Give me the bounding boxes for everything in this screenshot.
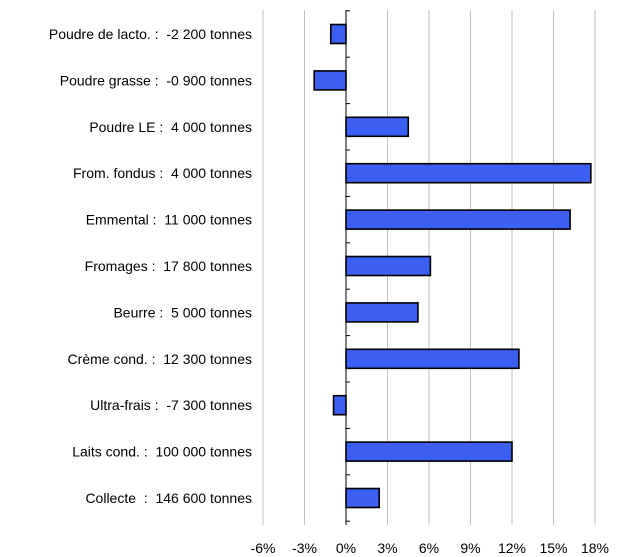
category-label: Crème cond. : 12 300 tonnes <box>68 351 252 367</box>
category-label: Emmental : 11 000 tonnes <box>86 212 252 228</box>
axis <box>345 10 350 525</box>
category-label: Fromages : 17 800 tonnes <box>85 258 252 274</box>
bars <box>313 23 592 509</box>
bar <box>345 162 592 184</box>
category-label: Beurre : 5 000 tonnes <box>113 304 252 320</box>
bar <box>345 302 419 323</box>
bar <box>345 348 520 370</box>
x-tick-label: -3% <box>292 540 317 556</box>
x-tick-label: 15% <box>539 540 567 556</box>
bar <box>345 209 571 230</box>
x-tick-label: 18% <box>581 540 609 556</box>
bar <box>345 487 381 509</box>
category-label: From. fondus : 4 000 tonnes <box>73 165 252 181</box>
bar <box>313 70 347 91</box>
category-label: Collecte : 146 600 tonnes <box>85 490 252 506</box>
x-tick-label: 12% <box>498 540 526 556</box>
x-tick-label: -6% <box>251 540 276 556</box>
bar <box>345 255 432 277</box>
category-label: Poudre de lacto. : -2 200 tonnes <box>49 26 252 42</box>
category-label: Poudre grasse : -0 900 tonnes <box>60 72 252 88</box>
x-tick-label: 3% <box>377 540 397 556</box>
x-tick-label: 0% <box>336 540 356 556</box>
category-label: Ultra-frais : -7 300 tonnes <box>90 397 252 413</box>
x-tick-label: 6% <box>419 540 439 556</box>
x-tick-label: 9% <box>460 540 480 556</box>
category-label: Poudre LE : 4 000 tonnes <box>89 119 252 135</box>
bar <box>329 23 347 45</box>
x-tick-labels: -6% -3% 0% 3% 6% 9% 12% 15% 18% <box>251 540 609 556</box>
bar <box>345 116 410 138</box>
category-label: Laits cond. : 100 000 tonnes <box>72 444 252 460</box>
bar <box>332 394 347 416</box>
category-labels: Poudre de lacto. : -2 200 tonnes Poudre g… <box>49 26 252 506</box>
bar <box>345 441 513 462</box>
